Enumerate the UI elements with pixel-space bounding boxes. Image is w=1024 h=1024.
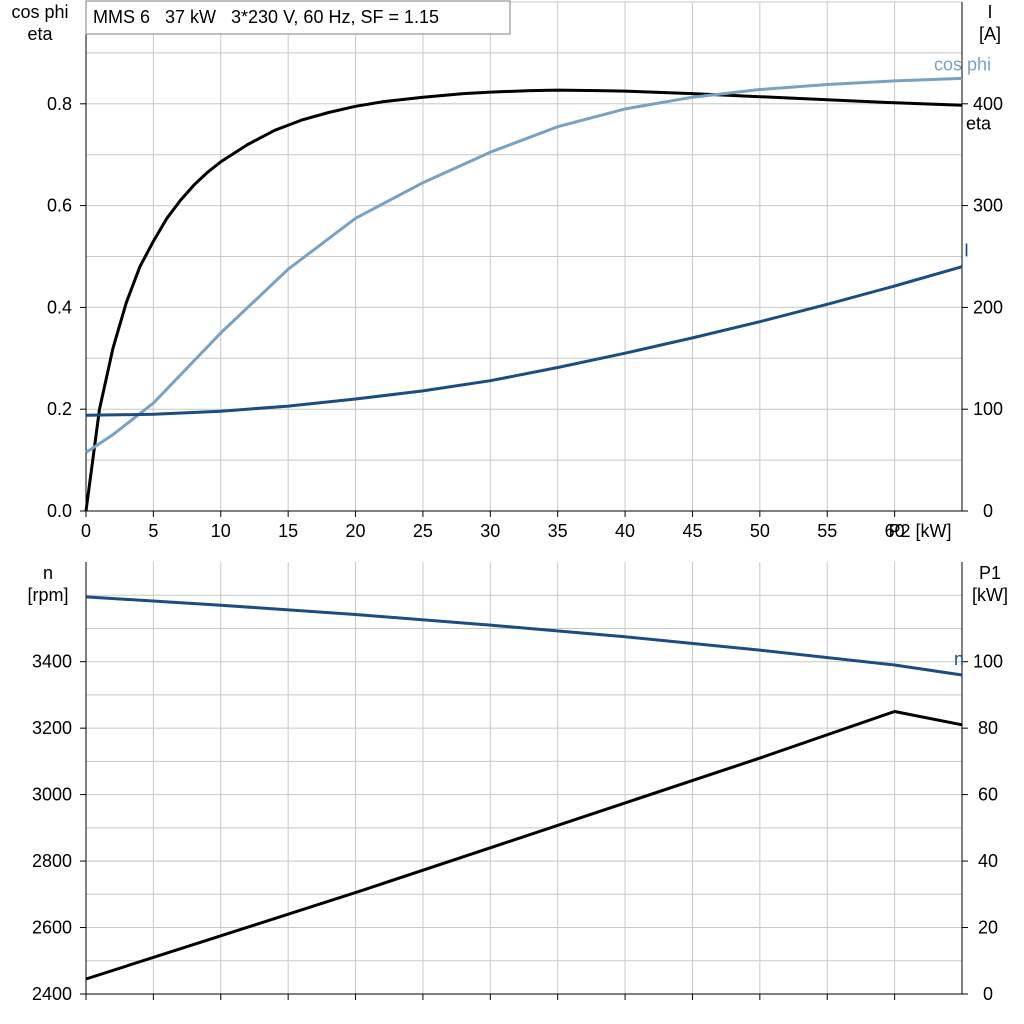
x-tick-label: 20 [346, 521, 366, 541]
series-line-cos-phi [85, 76, 963, 454]
left-tick-label: 2800 [32, 851, 72, 871]
bottom-plot-area: 240026002800300032003400020406080100n[rp… [27, 562, 1008, 1004]
x-axis-label: P2 [kW] [888, 521, 951, 541]
series-label-eta: eta [966, 113, 992, 133]
series-line-i [85, 265, 963, 417]
right-axis-title: [A] [979, 24, 1001, 44]
x-tick-label: 50 [750, 521, 770, 541]
x-tick-label: 45 [682, 521, 702, 541]
series-line-p1 [85, 710, 963, 981]
right-tick-label: 0 [983, 501, 993, 521]
x-tick-label: 5 [148, 521, 158, 541]
left-tick-label: 0.2 [47, 399, 72, 419]
right-tick-label: 300 [973, 196, 1003, 216]
left-tick-label: 2600 [32, 918, 72, 938]
series-label-i: I [964, 241, 969, 261]
x-tick-label: 0 [81, 521, 91, 541]
left-tick-label: 0.4 [47, 297, 72, 317]
left-axis-title: eta [27, 24, 53, 44]
right-tick-label: 200 [973, 297, 1003, 317]
left-tick-label: 0.8 [47, 94, 72, 114]
left-tick-label: 0.6 [47, 196, 72, 216]
right-tick-label: 40 [978, 851, 998, 871]
right-axis-title: I [987, 2, 992, 22]
left-axis-title: cos phi [11, 2, 68, 22]
right-tick-label: 100 [973, 399, 1003, 419]
x-tick-label: 55 [817, 521, 837, 541]
left-tick-label: 3400 [32, 652, 72, 672]
right-tick-label: 0 [983, 984, 993, 1004]
right-axis-title: P1 [979, 563, 1001, 583]
top-plot-area: 0.0 0.2 0.4 0.6 0.8 0 100 200 300 400 0 5 10 15 20 25 30… [11, 1, 1003, 541]
x-tick-label: 10 [211, 521, 231, 541]
series-line-eta [84, 88, 963, 512]
right-tick-label: 100 [973, 652, 1003, 672]
x-tick-label: 30 [480, 521, 500, 541]
right-tick-label: 400 [973, 94, 1003, 114]
right-tick-label: 20 [978, 918, 998, 938]
series-label-n: n [954, 649, 964, 669]
right-axis-title: [kW] [972, 585, 1008, 605]
series-label-cos-phi: cos phi [934, 54, 991, 74]
x-tick-label: 25 [413, 521, 433, 541]
chart-title-box: MMS 6 37 kW 3*230 V, 60 Hz, SF = 1.15 [85, 0, 511, 35]
left-tick-label: 0.0 [47, 501, 72, 521]
left-tick-label: 2400 [32, 984, 72, 1004]
left-tick-label: 3000 [32, 785, 72, 805]
x-tick-label: 15 [278, 521, 298, 541]
left-axis-title: n [43, 563, 53, 583]
x-tick-label: 35 [548, 521, 568, 541]
x-tick-label: 60 [885, 521, 905, 541]
title-box-frame [85, 0, 511, 35]
right-tick-label: 60 [978, 785, 998, 805]
left-tick-label: 3200 [32, 718, 72, 738]
right-tick-label: 80 [978, 718, 998, 738]
chart-title: MMS 6 37 kW 3*230 V, 60 Hz, SF = 1.15 [93, 7, 439, 27]
left-axis-title: [rpm] [27, 585, 68, 605]
series-line-n [85, 595, 963, 677]
x-tick-label: 40 [615, 521, 635, 541]
